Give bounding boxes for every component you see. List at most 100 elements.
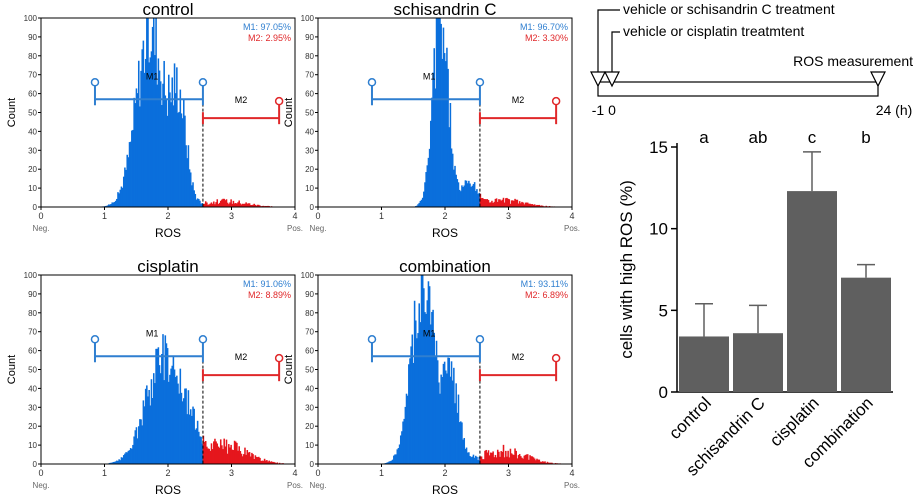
histogram-bin	[146, 18, 148, 207]
histogram-bin	[411, 334, 414, 464]
y-tick-label: 60	[305, 347, 314, 356]
histogram-bin	[136, 93, 139, 207]
y-tick-label: 80	[305, 309, 314, 318]
y-tick-label: 40	[28, 384, 37, 393]
histogram-bin	[228, 204, 230, 207]
histogram-bin	[198, 199, 200, 207]
y-tick-label: 50	[28, 366, 37, 375]
y-tick-label: 100	[24, 14, 38, 23]
histogram-bin	[143, 406, 146, 464]
histogram-bin	[493, 201, 496, 207]
histogram-bin	[449, 102, 452, 207]
histogram-bin	[191, 415, 193, 464]
histogram-bin	[495, 457, 498, 464]
histogram-bin	[223, 198, 225, 207]
histogram-bin	[530, 456, 532, 464]
histogram-bin	[186, 414, 189, 464]
histogram-bin	[486, 199, 489, 207]
bar-2	[733, 333, 783, 392]
histogram-bin	[232, 200, 235, 207]
histogram-bin	[161, 105, 163, 207]
histogram-bin	[389, 461, 392, 464]
histogram-bin	[433, 48, 435, 208]
histogram-bin	[158, 70, 161, 208]
histogram-bin	[443, 53, 446, 207]
histogram-bin	[209, 203, 212, 207]
histogram-bin	[498, 451, 500, 464]
histogram-bin	[518, 453, 521, 464]
histogram-bin	[427, 281, 430, 464]
histogram-bin	[455, 383, 457, 464]
histogram-bin	[194, 429, 197, 464]
histogram-bin	[236, 203, 238, 207]
histogram-bin	[492, 451, 494, 464]
y-tick-label: 20	[28, 165, 37, 174]
histogram-bin	[151, 398, 154, 464]
histogram-bin	[237, 202, 239, 207]
histogram-bin	[184, 115, 186, 207]
histogram-bin	[208, 448, 210, 464]
histogram-bin	[488, 455, 491, 464]
histogram-bin	[105, 205, 108, 207]
histogram-bin	[247, 203, 250, 207]
histogram-bin	[461, 422, 463, 464]
tick-start: -1	[592, 102, 605, 118]
histogram-bin	[262, 460, 265, 464]
histogram-bin	[208, 204, 210, 207]
histogram-bin	[146, 385, 148, 464]
histogram-bin	[127, 157, 130, 207]
histogram-bin	[528, 203, 530, 207]
histogram-bin	[219, 200, 222, 207]
m1-percent: M1: 91.06%	[243, 279, 291, 289]
histogram-bin	[151, 26, 154, 208]
histogram-bin	[460, 191, 462, 207]
histogram-bin	[525, 454, 528, 464]
m2-gate-handle	[274, 96, 284, 106]
y-tick-label: 30	[28, 146, 37, 155]
histogram-bin	[218, 202, 221, 207]
histogram-bin	[508, 199, 511, 207]
histogram-bin	[470, 457, 472, 464]
histogram-bin	[446, 373, 448, 464]
histogram-bin	[428, 286, 431, 464]
histogram-bin	[410, 346, 412, 464]
histogram-bin	[187, 145, 190, 207]
histogram-bin	[412, 362, 415, 464]
histogram-bin	[403, 418, 405, 464]
m1-gate-handle	[367, 335, 377, 344]
x-tick-label: 3	[506, 211, 511, 221]
y-tick-label: 10	[649, 220, 668, 239]
histogram-bin	[425, 172, 427, 207]
histogram-bin	[219, 439, 222, 464]
histogram-bin	[137, 426, 140, 464]
m2-label: M2	[512, 95, 525, 105]
x-neg-label: Neg.	[310, 481, 327, 490]
histogram-bin	[429, 324, 432, 464]
histogram-bin	[248, 203, 251, 207]
histogram-bin	[529, 455, 531, 464]
y-tick-label: 0	[310, 460, 315, 469]
histogram-bin	[158, 365, 161, 464]
histogram-bin	[240, 204, 243, 207]
histogram-bin	[545, 205, 547, 207]
histogram-bin	[480, 198, 483, 207]
histogram-bin	[155, 18, 157, 207]
timeline: vehicle or schisandrin C treatment vehicl…	[590, 1, 913, 118]
histogram-bin	[140, 419, 142, 464]
histogram-bin	[513, 455, 515, 464]
histogram-bin	[157, 347, 160, 464]
y-tick-label: 90	[28, 290, 37, 299]
m2-gate-handle	[551, 96, 561, 106]
x-tick-label: 4	[292, 468, 297, 478]
histogram-bin	[445, 370, 447, 464]
histogram-bin	[148, 389, 150, 464]
y-tick-label: 30	[305, 403, 314, 412]
cisplatin-label: vehicle or cisplatin treatmtent	[623, 23, 804, 39]
histogram-bin	[458, 422, 461, 464]
histogram-bin	[189, 409, 192, 464]
m2-label: M2	[235, 95, 248, 105]
histogram-bin	[163, 380, 165, 464]
histogram-bin	[133, 97, 135, 207]
histogram-bin	[154, 55, 156, 208]
histogram-bin	[469, 456, 471, 464]
